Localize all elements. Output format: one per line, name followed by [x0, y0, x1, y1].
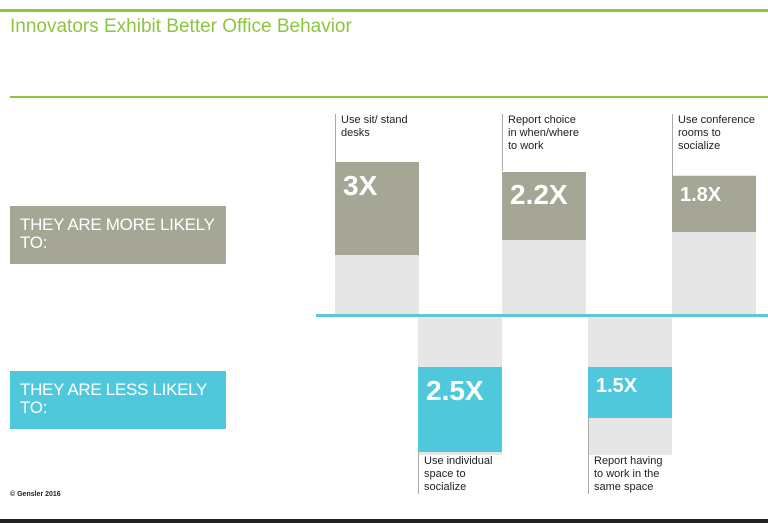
bar-more-0 — [335, 162, 419, 255]
bar-value-label: 2.5X — [426, 375, 484, 406]
title-rule — [10, 96, 768, 98]
bar-caption: Report having to work in the same space — [588, 418, 672, 494]
bar-value-label: 2.2X — [510, 179, 568, 210]
bar-caption: Report choice in when/where to work — [502, 114, 586, 171]
bar-less-0 — [418, 367, 502, 452]
bar-value-label: 1.5X — [596, 375, 638, 397]
copyright-text: © Gensler 2016 — [10, 491, 61, 498]
baseline-axis — [316, 314, 768, 317]
bar-caption: Use conference rooms to socialize — [672, 114, 756, 176]
row-label-more-likely: THEY ARE MORE LIKELY TO: — [10, 206, 234, 264]
bar-value-label: 1.8X — [680, 184, 722, 206]
row-label-less-likely: THEY ARE LESS LIKELY TO: — [10, 371, 234, 429]
chart-title: Innovators Exhibit Better Office Behavio… — [10, 16, 352, 37]
bar-more-1 — [502, 171, 586, 240]
bar-caption: Use sit/ stand desks — [335, 114, 419, 162]
bar-value-label: 3X — [343, 170, 378, 201]
bar-more-2 — [672, 176, 756, 233]
bar-less-1 — [588, 367, 672, 418]
top-rule — [0, 9, 768, 12]
bar-caption: Use individual space to socialize — [418, 452, 502, 494]
bottom-rule — [0, 519, 768, 523]
